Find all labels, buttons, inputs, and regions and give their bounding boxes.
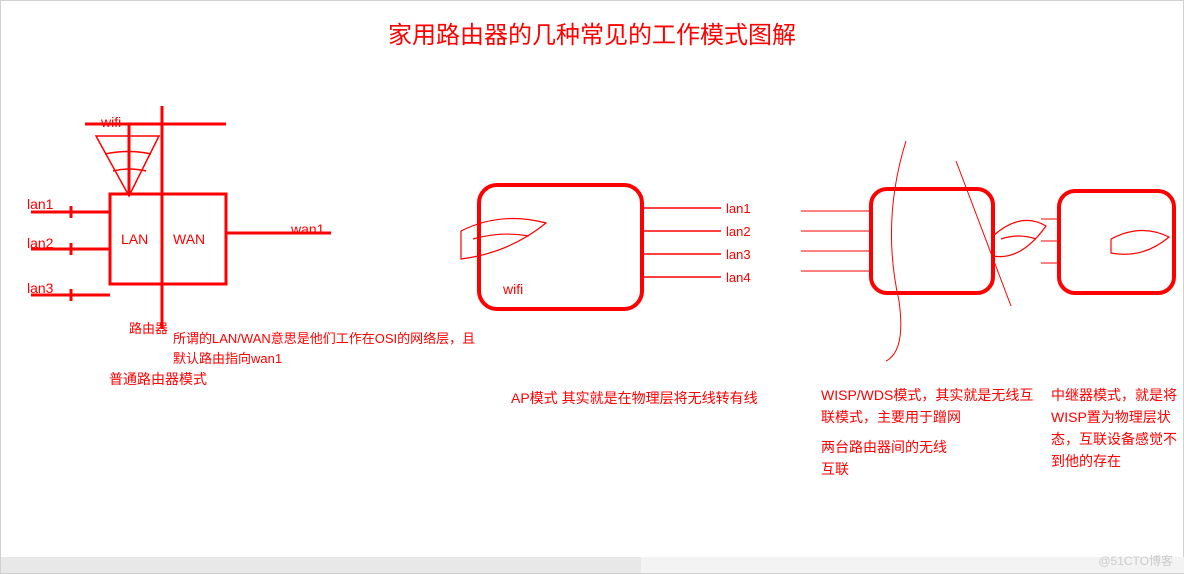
d3-sub2: 互联 [821, 459, 849, 480]
d3-sub1: 两台路由器间的无线 [821, 437, 947, 458]
d3-mode2: 联模式，主要用于蹭网 [821, 407, 961, 428]
page-title: 家用路由器的几种常见的工作模式图解 [1, 15, 1183, 50]
watermark: @51CTO博客 [1098, 552, 1173, 569]
d2-lan3: lan3 [726, 245, 751, 265]
d4-l3: 态，互联设备感觉不 [1051, 429, 1177, 450]
d1-lan-text: LAN [121, 229, 148, 250]
d2-lan4: lan4 [726, 268, 751, 288]
drawing-layer [1, 1, 1184, 574]
d1-note2: 默认路由指向wan1 [173, 349, 282, 369]
d2-mode: AP模式 其实就是在物理层将无线转有线 [511, 388, 758, 409]
d1-lan1-label: lan1 [27, 194, 53, 215]
d4-l1: 中继器模式，就是将 [1051, 385, 1177, 406]
d4-l2: WISP置为物理层状 [1051, 407, 1171, 428]
d1-lan3-label: lan3 [27, 278, 53, 299]
d3-mode1: WISP/WDS模式，其实就是无线互 [821, 385, 1033, 406]
d2-wifi-label: wifi [503, 279, 523, 300]
d2-lan1: lan1 [726, 199, 751, 219]
d1-note1: 所谓的LAN/WAN意思是他们工作在OSI的网络层，且 [173, 329, 475, 349]
d1-lan2-label: lan2 [27, 233, 53, 254]
diagram-canvas: 家用路由器的几种常见的工作模式图解 [0, 0, 1184, 574]
d1-wan-text: WAN [173, 229, 205, 250]
d1-router-label: 路由器 [129, 319, 168, 339]
d1-wan1-label: wan1 [291, 219, 324, 240]
d2-lan2: lan2 [726, 222, 751, 242]
d4-l4: 到他的存在 [1051, 451, 1121, 472]
d1-wifi-label: wifi [101, 112, 121, 133]
d1-mode: 普通路由器模式 [109, 369, 207, 390]
